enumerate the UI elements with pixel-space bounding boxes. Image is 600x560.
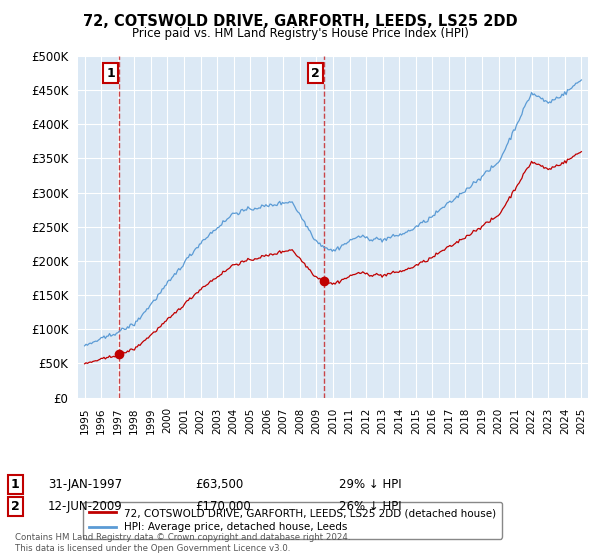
Text: 29% ↓ HPI: 29% ↓ HPI	[339, 478, 401, 491]
Text: 12-JUN-2009: 12-JUN-2009	[48, 500, 123, 514]
Text: 2: 2	[11, 500, 19, 514]
Text: £63,500: £63,500	[195, 478, 243, 491]
Text: 26% ↓ HPI: 26% ↓ HPI	[339, 500, 401, 514]
Text: 1: 1	[11, 478, 19, 491]
Text: Contains HM Land Registry data © Crown copyright and database right 2024.
This d: Contains HM Land Registry data © Crown c…	[15, 533, 350, 553]
Text: Price paid vs. HM Land Registry's House Price Index (HPI): Price paid vs. HM Land Registry's House …	[131, 27, 469, 40]
Text: 2: 2	[311, 67, 320, 80]
Legend: 72, COTSWOLD DRIVE, GARFORTH, LEEDS, LS25 2DD (detached house), HPI: Average pri: 72, COTSWOLD DRIVE, GARFORTH, LEEDS, LS2…	[83, 502, 502, 539]
Text: 72, COTSWOLD DRIVE, GARFORTH, LEEDS, LS25 2DD: 72, COTSWOLD DRIVE, GARFORTH, LEEDS, LS2…	[83, 14, 517, 29]
Text: 31-JAN-1997: 31-JAN-1997	[48, 478, 122, 491]
Text: £170,000: £170,000	[195, 500, 251, 514]
Text: 1: 1	[106, 67, 115, 80]
